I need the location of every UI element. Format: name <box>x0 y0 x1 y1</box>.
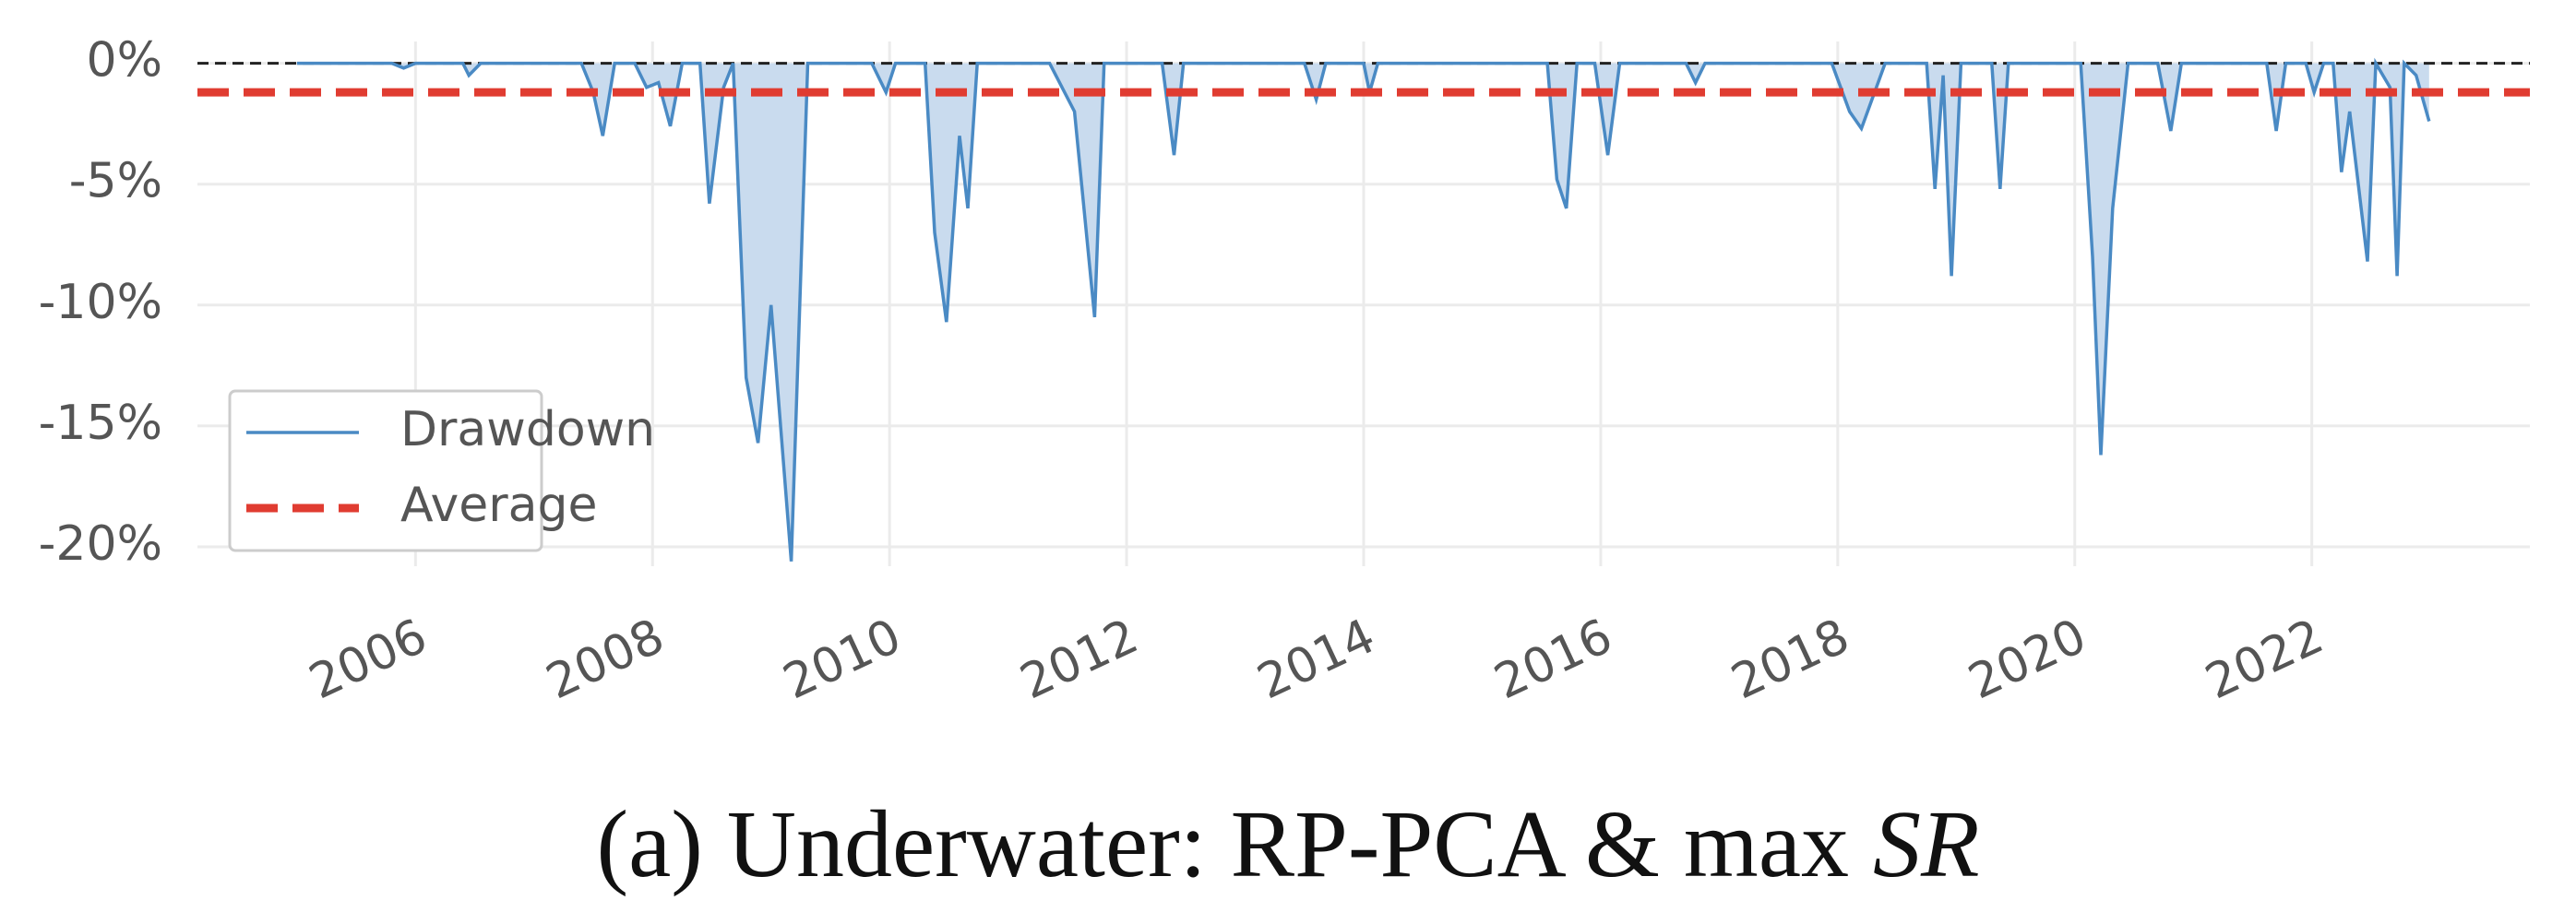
x-tick-label: 2014 <box>1249 609 1383 710</box>
x-tick-label: 2008 <box>538 609 672 710</box>
x-tick-label: 2016 <box>1486 609 1620 710</box>
legend-label: Average <box>400 478 598 533</box>
x-tick-label: 2022 <box>2198 609 2332 710</box>
caption-math: SR <box>1873 791 1980 897</box>
y-tick-label: 0% <box>87 33 163 89</box>
y-tick-label: -5% <box>69 154 162 209</box>
x-tick-label: 2010 <box>775 609 909 710</box>
y-tick-label: -20% <box>39 516 162 572</box>
legend-label: Drawdown <box>400 402 655 457</box>
x-tick-label: 2012 <box>1012 609 1146 710</box>
caption-text: (a) Underwater: RP-PCA & max <box>596 791 1849 897</box>
x-tick-label: 2006 <box>301 609 435 710</box>
caption: (a) Underwater: RP-PCA & max SR <box>596 791 1979 897</box>
y-tick-label: -15% <box>39 396 162 451</box>
drawdown-line <box>296 57 2431 562</box>
legend: Drawdown Average <box>228 389 655 552</box>
x-tick-label: 2018 <box>1723 609 1857 710</box>
y-tick-label: -10% <box>39 275 162 330</box>
x-tick-label: 2020 <box>1961 609 2094 710</box>
